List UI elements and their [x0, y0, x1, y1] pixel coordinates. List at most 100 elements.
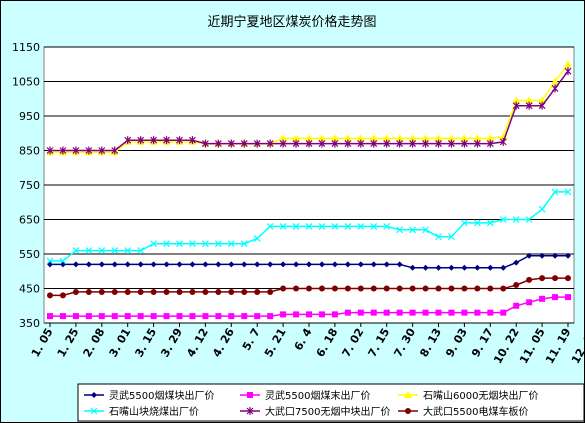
- data-point: [98, 313, 105, 320]
- plot-area: 350 450 550 650 750 850 950 1050 1150 1. 05 1. 25 2…: [12, 41, 585, 366]
- data-point: [422, 226, 429, 234]
- data-point: [435, 233, 442, 241]
- data-point: [266, 222, 274, 230]
- data-point: [396, 261, 403, 268]
- data-point: [111, 313, 118, 320]
- data-point: [241, 288, 248, 295]
- data-point: [137, 247, 145, 254]
- data-point: [422, 139, 429, 148]
- data-point: [448, 233, 455, 241]
- data-point: [85, 146, 93, 155]
- data-point: [526, 252, 533, 259]
- legend-marker: [90, 407, 98, 415]
- data-point: [461, 309, 468, 316]
- x-tick-label: 5. 21: [262, 326, 289, 359]
- data-point: [448, 309, 455, 316]
- data-point: [318, 311, 325, 318]
- data-point: [435, 285, 442, 292]
- x-tick-label: 6. 18: [314, 326, 341, 359]
- data-point: [280, 285, 287, 292]
- data-point: [487, 285, 494, 292]
- x-tick-label: 7. 15: [366, 326, 393, 359]
- data-point: [525, 101, 533, 110]
- legend-box: [77, 383, 585, 422]
- data-point: [254, 313, 261, 320]
- data-point: [85, 313, 92, 320]
- legend-marker: [247, 392, 253, 398]
- data-point: [280, 261, 287, 268]
- data-point: [500, 285, 507, 292]
- data-point: [150, 240, 158, 248]
- data-point: [357, 222, 365, 230]
- data-point: [357, 309, 364, 316]
- data-point: [369, 134, 378, 142]
- data-point: [240, 240, 248, 248]
- data-point: [280, 311, 287, 318]
- data-point: [526, 299, 533, 306]
- data-point: [72, 247, 80, 254]
- data-point: [487, 309, 494, 316]
- data-point: [98, 247, 106, 254]
- data-point: [343, 134, 352, 142]
- data-point: [318, 222, 326, 230]
- data-point: [47, 292, 53, 299]
- data-point: [266, 139, 274, 148]
- data-point: [526, 276, 533, 283]
- data-point: [98, 261, 105, 268]
- data-point: [85, 261, 92, 268]
- legend: 灵武5500烟煤块出厂价 灵武5500烟煤末出厂价 石嘴山6000无烟块出厂价石嘴山…: [77, 383, 585, 422]
- data-point: [267, 261, 274, 268]
- data-point: [538, 205, 546, 213]
- data-point: [306, 285, 312, 292]
- data-point: [305, 139, 313, 148]
- data-point: [317, 134, 326, 142]
- data-point: [253, 235, 261, 242]
- legend-item: 大武口5500电煤车板价: [398, 405, 528, 418]
- data-point: [267, 288, 274, 295]
- data-point: [383, 261, 390, 268]
- data-point: [72, 313, 79, 320]
- legend-label: 灵武5500烟煤块出厂价: [109, 389, 214, 402]
- data-point: [59, 146, 67, 155]
- data-point: [370, 222, 378, 230]
- data-point: [163, 240, 170, 248]
- y-tick-label: 650: [19, 214, 40, 227]
- data-point: [473, 219, 481, 227]
- data-point: [137, 136, 145, 145]
- data-point: [383, 285, 390, 292]
- data-point: [202, 261, 209, 268]
- chart-title: 近期宁夏地区煤炭价格走势图: [207, 14, 376, 30]
- y-tick-label: 950: [19, 110, 40, 123]
- data-point: [201, 139, 209, 148]
- data-point: [47, 313, 53, 320]
- legend-marker: [405, 408, 411, 414]
- data-point: [409, 309, 416, 316]
- data-point: [396, 139, 404, 148]
- data-point: [435, 139, 442, 148]
- data-point: [46, 257, 54, 265]
- data-point: [254, 261, 261, 268]
- data-point: [551, 84, 559, 93]
- data-point: [202, 288, 209, 295]
- data-point: [150, 136, 158, 145]
- data-point: [98, 288, 105, 295]
- data-point: [370, 261, 377, 268]
- legend-marker: [404, 391, 412, 398]
- data-point: [421, 134, 430, 142]
- data-point: [344, 261, 351, 268]
- x-tick-label: 4. 12: [184, 326, 211, 359]
- legend-marker: [91, 392, 97, 398]
- data-point: [163, 136, 170, 145]
- data-point: [59, 257, 67, 265]
- data-point: [409, 264, 416, 271]
- data-point: [538, 101, 546, 110]
- data-point: [150, 288, 157, 295]
- data-point: [396, 309, 403, 316]
- x-tick-label: 9. 03: [443, 326, 470, 359]
- data-point: [356, 134, 365, 142]
- series-6: [47, 275, 571, 299]
- y-tick-label: 350: [19, 317, 40, 330]
- data-point: [137, 313, 144, 320]
- data-point: [176, 288, 183, 295]
